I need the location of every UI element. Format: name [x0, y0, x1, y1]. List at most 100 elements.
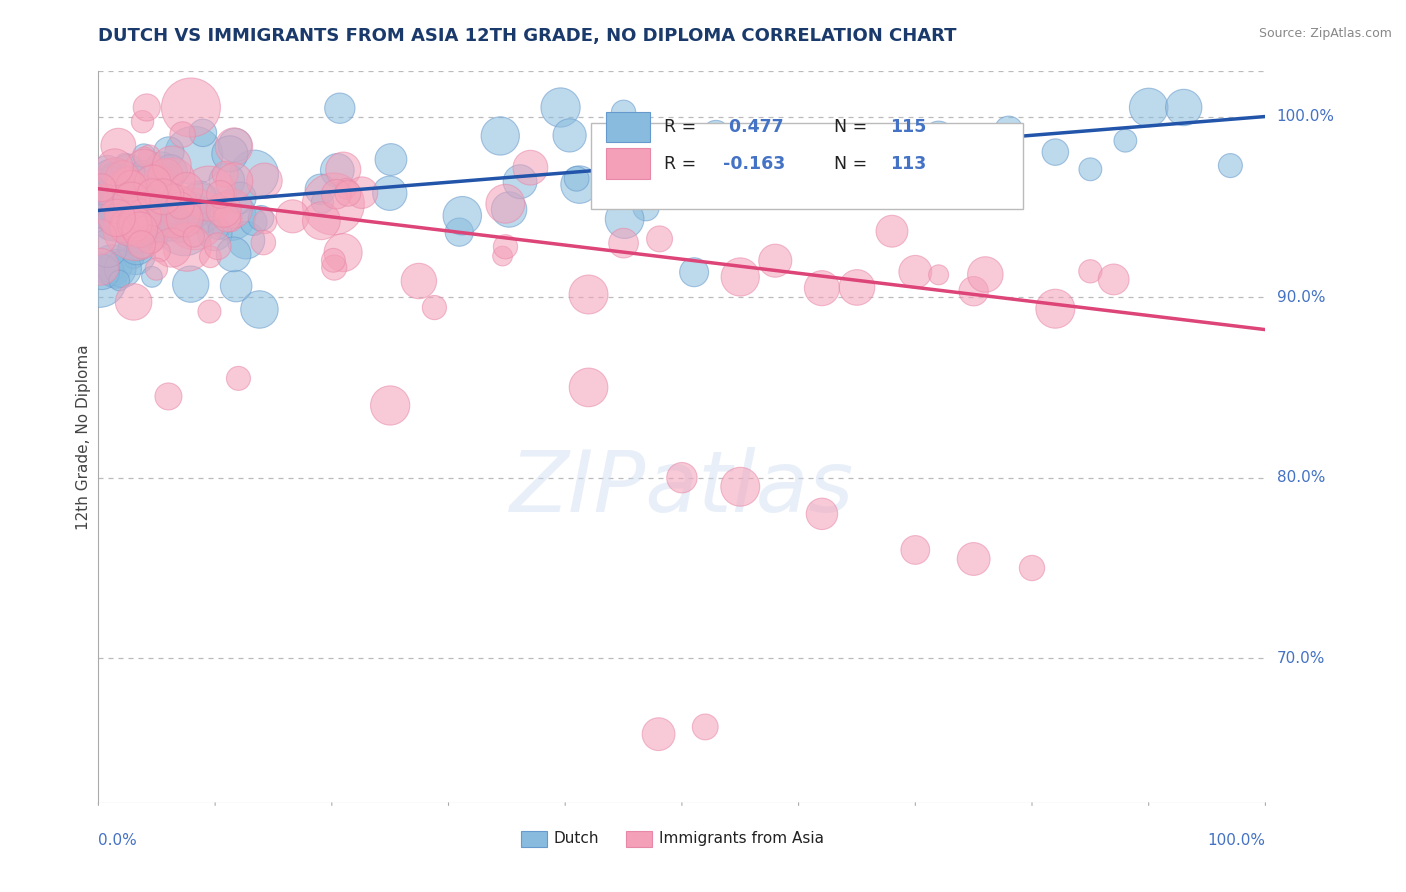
- Point: [197, 186, 219, 201]
- Point: [124, 220, 146, 235]
- Point: [176, 182, 198, 196]
- FancyBboxPatch shape: [626, 830, 651, 847]
- Point: [143, 231, 166, 245]
- Point: [219, 209, 242, 223]
- Text: Dutch: Dutch: [554, 831, 599, 847]
- Point: [378, 186, 401, 201]
- Point: [141, 210, 163, 224]
- Point: [100, 187, 122, 202]
- Point: [108, 217, 131, 231]
- Point: [332, 245, 354, 260]
- Point: [122, 294, 145, 309]
- Point: [139, 194, 162, 208]
- Text: R =: R =: [665, 118, 702, 136]
- Point: [380, 153, 402, 167]
- Point: [249, 302, 271, 317]
- Point: [335, 182, 357, 196]
- Point: [160, 158, 183, 172]
- Point: [880, 224, 903, 238]
- Point: [121, 213, 143, 227]
- Text: 90.0%: 90.0%: [1277, 290, 1324, 304]
- Point: [145, 262, 167, 277]
- Point: [169, 226, 191, 240]
- Point: [212, 202, 235, 217]
- Text: 115: 115: [890, 118, 927, 136]
- Point: [326, 163, 349, 178]
- Point: [565, 171, 588, 186]
- Point: [451, 209, 474, 223]
- Point: [89, 190, 111, 204]
- Point: [152, 189, 174, 203]
- Point: [498, 202, 520, 217]
- Point: [329, 101, 352, 115]
- Point: [128, 212, 150, 227]
- Point: [134, 150, 156, 164]
- Point: [100, 217, 122, 231]
- Point: [111, 261, 134, 276]
- Point: [730, 269, 752, 284]
- Point: [188, 201, 211, 215]
- Point: [135, 100, 157, 114]
- Point: [149, 244, 172, 259]
- Point: [139, 232, 162, 246]
- Point: [218, 146, 240, 161]
- Point: [1219, 159, 1241, 173]
- Point: [104, 204, 127, 219]
- Point: [138, 213, 160, 227]
- Point: [1102, 272, 1125, 286]
- Point: [215, 174, 238, 188]
- Point: [730, 480, 752, 494]
- Point: [110, 207, 132, 221]
- Point: [311, 213, 333, 227]
- Point: [215, 211, 238, 226]
- Point: [128, 227, 150, 241]
- Point: [103, 172, 125, 186]
- Point: [613, 212, 636, 227]
- Point: [811, 144, 834, 158]
- FancyBboxPatch shape: [591, 122, 1022, 209]
- Point: [214, 167, 236, 181]
- Point: [105, 190, 128, 204]
- Point: [115, 207, 138, 221]
- Point: [118, 219, 141, 234]
- Text: Immigrants from Asia: Immigrants from Asia: [658, 831, 824, 847]
- Point: [173, 219, 195, 234]
- Point: [122, 216, 145, 230]
- Point: [115, 175, 138, 189]
- Point: [648, 232, 671, 246]
- Point: [105, 261, 128, 276]
- Point: [125, 212, 148, 227]
- Point: [1173, 100, 1195, 114]
- Point: [107, 138, 129, 153]
- Point: [423, 301, 446, 315]
- Point: [1080, 162, 1102, 177]
- Point: [172, 128, 194, 142]
- Point: [550, 100, 572, 114]
- Point: [568, 178, 591, 192]
- Point: [105, 186, 128, 200]
- Point: [97, 241, 120, 255]
- Point: [704, 128, 727, 142]
- Point: [103, 207, 125, 221]
- Point: [142, 187, 165, 202]
- Point: [191, 126, 214, 140]
- Point: [122, 251, 145, 265]
- Point: [380, 399, 402, 413]
- Point: [647, 727, 669, 741]
- Point: [104, 161, 127, 175]
- Text: R =: R =: [665, 154, 702, 172]
- Point: [311, 195, 333, 210]
- Text: 0.0%: 0.0%: [98, 833, 138, 848]
- Point: [131, 114, 153, 128]
- Point: [519, 161, 541, 175]
- Point: [134, 161, 156, 176]
- Text: 0.477: 0.477: [723, 118, 783, 136]
- Point: [494, 196, 516, 211]
- Point: [323, 260, 346, 275]
- Text: DUTCH VS IMMIGRANTS FROM ASIA 12TH GRADE, NO DIPLOMA CORRELATION CHART: DUTCH VS IMMIGRANTS FROM ASIA 12TH GRADE…: [98, 27, 957, 45]
- Point: [105, 211, 128, 225]
- Text: Source: ZipAtlas.com: Source: ZipAtlas.com: [1258, 27, 1392, 40]
- Text: ZIPatlas: ZIPatlas: [510, 447, 853, 530]
- Point: [222, 247, 245, 261]
- Point: [242, 215, 264, 229]
